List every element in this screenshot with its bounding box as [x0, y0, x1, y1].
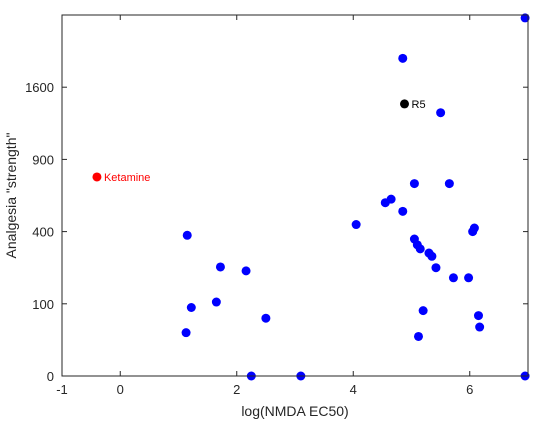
- data-point: [473, 311, 483, 321]
- annotations: Ketamine R5: [92, 99, 426, 184]
- y-tick-label: 100: [32, 297, 54, 312]
- y-axis-label: Analgesia "strength": [3, 133, 19, 259]
- data-point: [436, 108, 446, 118]
- data-point: [520, 13, 530, 23]
- x-tick-label: -1: [56, 382, 68, 397]
- y-tick-label: 1600: [25, 80, 54, 95]
- y-tick-label: 400: [32, 225, 54, 240]
- y-tick-label: 900: [32, 152, 54, 167]
- data-point: [409, 179, 419, 189]
- data-point: [398, 53, 408, 63]
- data-point: [186, 303, 196, 313]
- data-point: [413, 331, 423, 341]
- data-point: [215, 262, 225, 272]
- data-point: [211, 297, 221, 307]
- data-point: [444, 179, 454, 189]
- data-point: [415, 244, 425, 254]
- data-point: [475, 322, 485, 332]
- data-point: [261, 313, 271, 323]
- annotated-point: [92, 172, 102, 182]
- annotation-label: Ketamine: [104, 172, 150, 184]
- data-point: [469, 223, 479, 233]
- x-tick-label: 6: [466, 382, 473, 397]
- annotation-label: R5: [412, 99, 426, 111]
- y-tick-label: 0: [47, 369, 54, 384]
- annotated-point: [400, 99, 410, 109]
- x-axis-ticks: -1 0 2 4 6: [56, 15, 473, 397]
- data-point: [181, 328, 191, 338]
- data-point: [182, 230, 192, 240]
- data-point: [241, 266, 251, 276]
- x-axis-label: log(NMDA EC50): [241, 403, 348, 419]
- data-points: [181, 13, 530, 381]
- data-point: [427, 251, 437, 261]
- data-point: [448, 273, 458, 283]
- x-tick-label: 0: [117, 382, 124, 397]
- data-point: [418, 306, 428, 316]
- data-point: [398, 206, 408, 216]
- data-point: [386, 194, 396, 204]
- y-axis-ticks: 0 100 400 900 1600: [25, 80, 528, 384]
- x-tick-label: 4: [350, 382, 357, 397]
- x-tick-label: 2: [233, 382, 240, 397]
- plot-frame: [61, 14, 529, 377]
- data-point: [464, 273, 474, 283]
- data-point: [351, 220, 361, 230]
- data-point: [431, 263, 441, 273]
